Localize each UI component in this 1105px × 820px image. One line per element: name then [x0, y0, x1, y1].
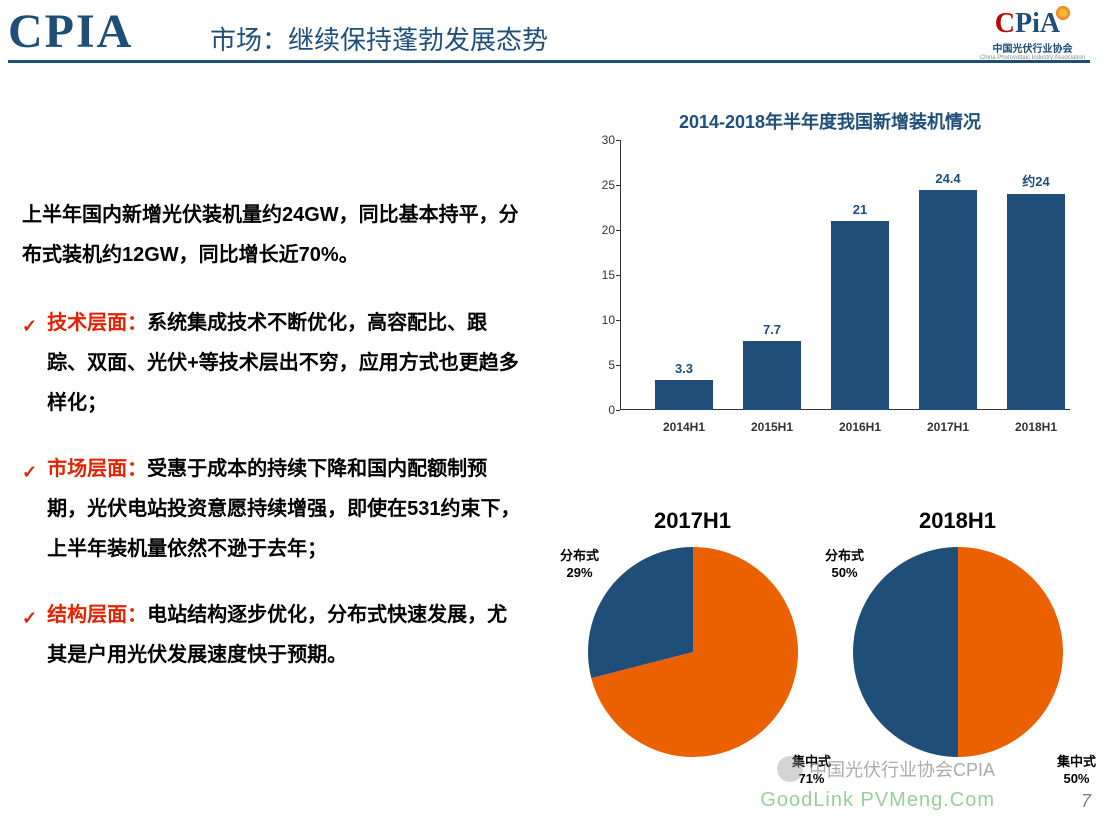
y-tick-label: 25 [590, 178, 615, 192]
x-tick-label: 2017H1 [908, 420, 988, 434]
y-tick-label: 30 [590, 133, 615, 147]
pie-slice-concentrated [958, 547, 1063, 757]
header-divider [8, 60, 1090, 63]
bar [1007, 194, 1065, 410]
y-tick-label: 10 [590, 313, 615, 327]
bar [919, 190, 977, 410]
bar-chart-plot: 0510152025303.32014H17.72015H1212016H124… [620, 140, 1080, 440]
page-number: 7 [1081, 791, 1091, 812]
bullet-text: 技术层面：系统集成技术不断优化，高容配比、跟踪、双面、光伏+等技术层出不穷，应用… [47, 303, 527, 423]
logo-left: CPIA [8, 4, 133, 59]
x-tick-label: 2016H1 [820, 420, 900, 434]
bullet-item: ✓技术层面：系统集成技术不断优化，高容配比、跟踪、双面、光伏+等技术层出不穷，应… [22, 303, 527, 423]
bar [655, 380, 713, 410]
x-tick-label: 2015H1 [732, 420, 812, 434]
bar-chart-title: 2014-2018年半年度我国新增装机情况 [580, 108, 1080, 134]
watermark-line1: 中国光伏行业协会CPIA [777, 756, 995, 782]
watermark-line2: GoodLink PVMeng.Com [760, 789, 995, 812]
pie-label-distributed: 分布式29% [560, 548, 599, 582]
bullet-text: 市场层面：受惠于成本的持续下降和国内配额制预期，光伏电站投资意愿持续增强，即使在… [47, 449, 527, 569]
bullets-list: ✓技术层面：系统集成技术不断优化，高容配比、跟踪、双面、光伏+等技术层出不穷，应… [22, 303, 527, 675]
pie-svg [583, 542, 803, 762]
pie-svg [848, 542, 1068, 762]
pie-label-distributed: 分布式50% [825, 548, 864, 582]
logo-right-sub2: China Photovoltaic Industry Association [980, 55, 1085, 61]
bar [743, 341, 801, 410]
x-tick-label: 2014H1 [644, 420, 724, 434]
y-tick-label: 0 [590, 403, 615, 417]
logo-right-text: CPiA [980, 10, 1085, 38]
slide-title: 市场：继续保持蓬勃发展态势 [210, 20, 548, 57]
bar-value-label: 24.4 [908, 171, 988, 186]
pie-label-concentrated: 集中式50% [1057, 754, 1096, 788]
bar-value-label: 3.3 [644, 361, 724, 376]
bullet-item: ✓市场层面：受惠于成本的持续下降和国内配额制预期，光伏电站投资意愿持续增强，即使… [22, 449, 527, 569]
slide-header: CPIA 市场：继续保持蓬勃发展态势 CPiA 中国光伏行业协会 China P… [0, 8, 1105, 68]
check-icon: ✓ [22, 600, 37, 675]
body-text-column: 上半年国内新增光伏装机量约24GW，同比基本持平，分布式装机约12GW，同比增长… [22, 195, 527, 701]
logo-right: CPiA 中国光伏行业协会 China Photovoltaic Industr… [980, 10, 1085, 61]
y-tick-label: 20 [590, 223, 615, 237]
check-icon: ✓ [22, 308, 37, 423]
bar-chart: 2014-2018年半年度我国新增装机情况 0 5 10 15 20 25 30 3.3 201… [580, 108, 1080, 453]
bullet-item: ✓结构层面：电站结构逐步优化，分布式快速发展，尤其是户用光伏发展速度快于预期。 [22, 595, 527, 675]
check-icon: ✓ [22, 454, 37, 569]
bar [831, 221, 889, 410]
x-tick-label: 2018H1 [996, 420, 1076, 434]
bar-value-label: 21 [820, 202, 900, 217]
sun-icon [1056, 6, 1070, 20]
intro-paragraph: 上半年国内新增光伏装机量约24GW，同比基本持平，分布式装机约12GW，同比增长… [22, 195, 527, 275]
pie-title: 2018H1 [825, 508, 1090, 534]
bar-value-label: 约24 [996, 171, 1076, 190]
wechat-icon [777, 756, 803, 782]
y-tick-label: 15 [590, 268, 615, 282]
y-axis [620, 140, 621, 410]
bullet-text: 结构层面：电站结构逐步优化，分布式快速发展，尤其是户用光伏发展速度快于预期。 [47, 595, 527, 675]
watermark-text1: 中国光伏行业协会CPIA [809, 756, 995, 782]
logo-right-sub: 中国光伏行业协会 [980, 40, 1085, 55]
pie-title: 2017H1 [560, 508, 825, 534]
pie-slice-distributed [853, 547, 958, 757]
bar-value-label: 7.7 [732, 322, 812, 337]
y-tick-label: 5 [590, 358, 615, 372]
